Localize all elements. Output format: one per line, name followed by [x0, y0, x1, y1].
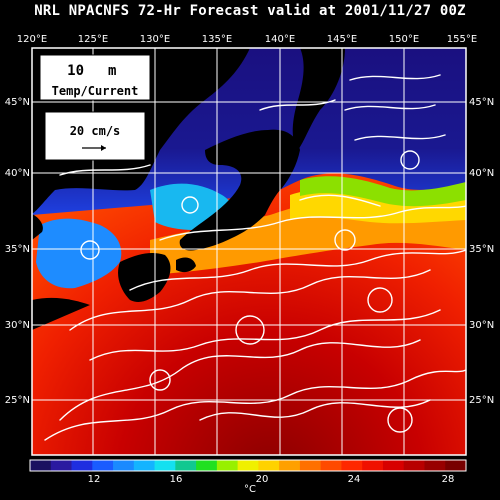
colorbar-unit: °C	[244, 484, 256, 495]
lon-label: 130°E	[140, 34, 170, 45]
lat-label: 35°N	[5, 244, 30, 255]
lat-label: 30°N	[469, 320, 494, 331]
lat-label: 45°N	[469, 97, 494, 108]
colorbar-swatch	[362, 460, 384, 471]
colorbar-swatch	[341, 460, 363, 471]
vector-key-arrowhead	[101, 145, 106, 151]
latitude-labels-left: 45°N 40°N 35°N 30°N 25°N	[5, 97, 30, 406]
colorbar-swatch	[445, 460, 467, 471]
colorbar-tick: 12	[88, 474, 101, 485]
colorbar-tick: 16	[170, 474, 183, 485]
lon-label: 125°E	[78, 34, 108, 45]
lon-label: 120°E	[17, 34, 47, 45]
colorbar-tick: 20	[256, 474, 269, 485]
colorbar-swatch	[71, 460, 93, 471]
lat-label: 40°N	[469, 168, 494, 179]
colorbar-swatch	[92, 460, 114, 471]
sst-field	[32, 48, 466, 455]
lon-label: 155°E	[447, 34, 477, 45]
colorbar-tick: 28	[442, 474, 455, 485]
front-yellow	[290, 189, 466, 224]
colorbar-swatch	[30, 460, 52, 471]
cold-pool-west	[36, 218, 122, 289]
lat-label: 45°N	[5, 97, 30, 108]
colorbar-swatch	[50, 460, 73, 471]
lat-lon-grid	[32, 48, 466, 455]
colorbar-frame	[29, 459, 467, 472]
depth-value: 10	[67, 63, 84, 79]
lat-label: 40°N	[5, 168, 30, 179]
lat-label: 25°N	[5, 395, 30, 406]
colorbar-swatch	[216, 460, 239, 471]
colorbar-swatch	[403, 460, 425, 471]
field-label: Temp/Current	[52, 84, 139, 98]
colorbar-swatch	[196, 460, 218, 471]
colorbar-swatch	[113, 460, 135, 471]
vector-key: 20 cm/s	[44, 111, 146, 161]
depth-unit: m	[108, 63, 116, 79]
lon-label: 145°E	[327, 34, 357, 45]
depth-box: 10 m Temp/Current	[39, 54, 151, 101]
colorbar-swatch	[279, 460, 301, 471]
colorbar-ticks: 12 16 20 24 28 °C	[88, 474, 455, 495]
colorbar-swatch	[133, 460, 156, 471]
current-vectors	[44, 74, 466, 441]
lat-label: 35°N	[469, 244, 494, 255]
lat-label: 30°N	[5, 320, 30, 331]
colorbar-tick: 24	[348, 474, 361, 485]
colorbar-swatch	[320, 460, 342, 471]
colorbar-swatch	[258, 460, 280, 471]
colorbar-swatch	[424, 460, 446, 471]
lon-label: 135°E	[202, 34, 232, 45]
lon-label: 150°E	[389, 34, 419, 45]
colorbar	[29, 459, 467, 472]
colorbar-swatch	[299, 460, 322, 471]
colorbar-swatch	[154, 460, 176, 471]
colorbar-swatch	[175, 460, 197, 471]
latitude-labels-right: 45°N 40°N 35°N 30°N 25°N	[469, 97, 494, 406]
lat-label: 25°N	[469, 395, 494, 406]
map-frame	[31, 47, 467, 456]
vector-key-label: 20 cm/s	[70, 124, 121, 138]
map-title: NRL NPACNFS 72-Hr Forecast valid at 2001…	[34, 3, 466, 19]
longitude-labels: 120°E 125°E 130°E 135°E 140°E 145°E 150°…	[17, 34, 477, 45]
lon-label: 140°E	[265, 34, 295, 45]
colorbar-swatch	[237, 460, 259, 471]
colorbar-swatch	[382, 460, 405, 471]
